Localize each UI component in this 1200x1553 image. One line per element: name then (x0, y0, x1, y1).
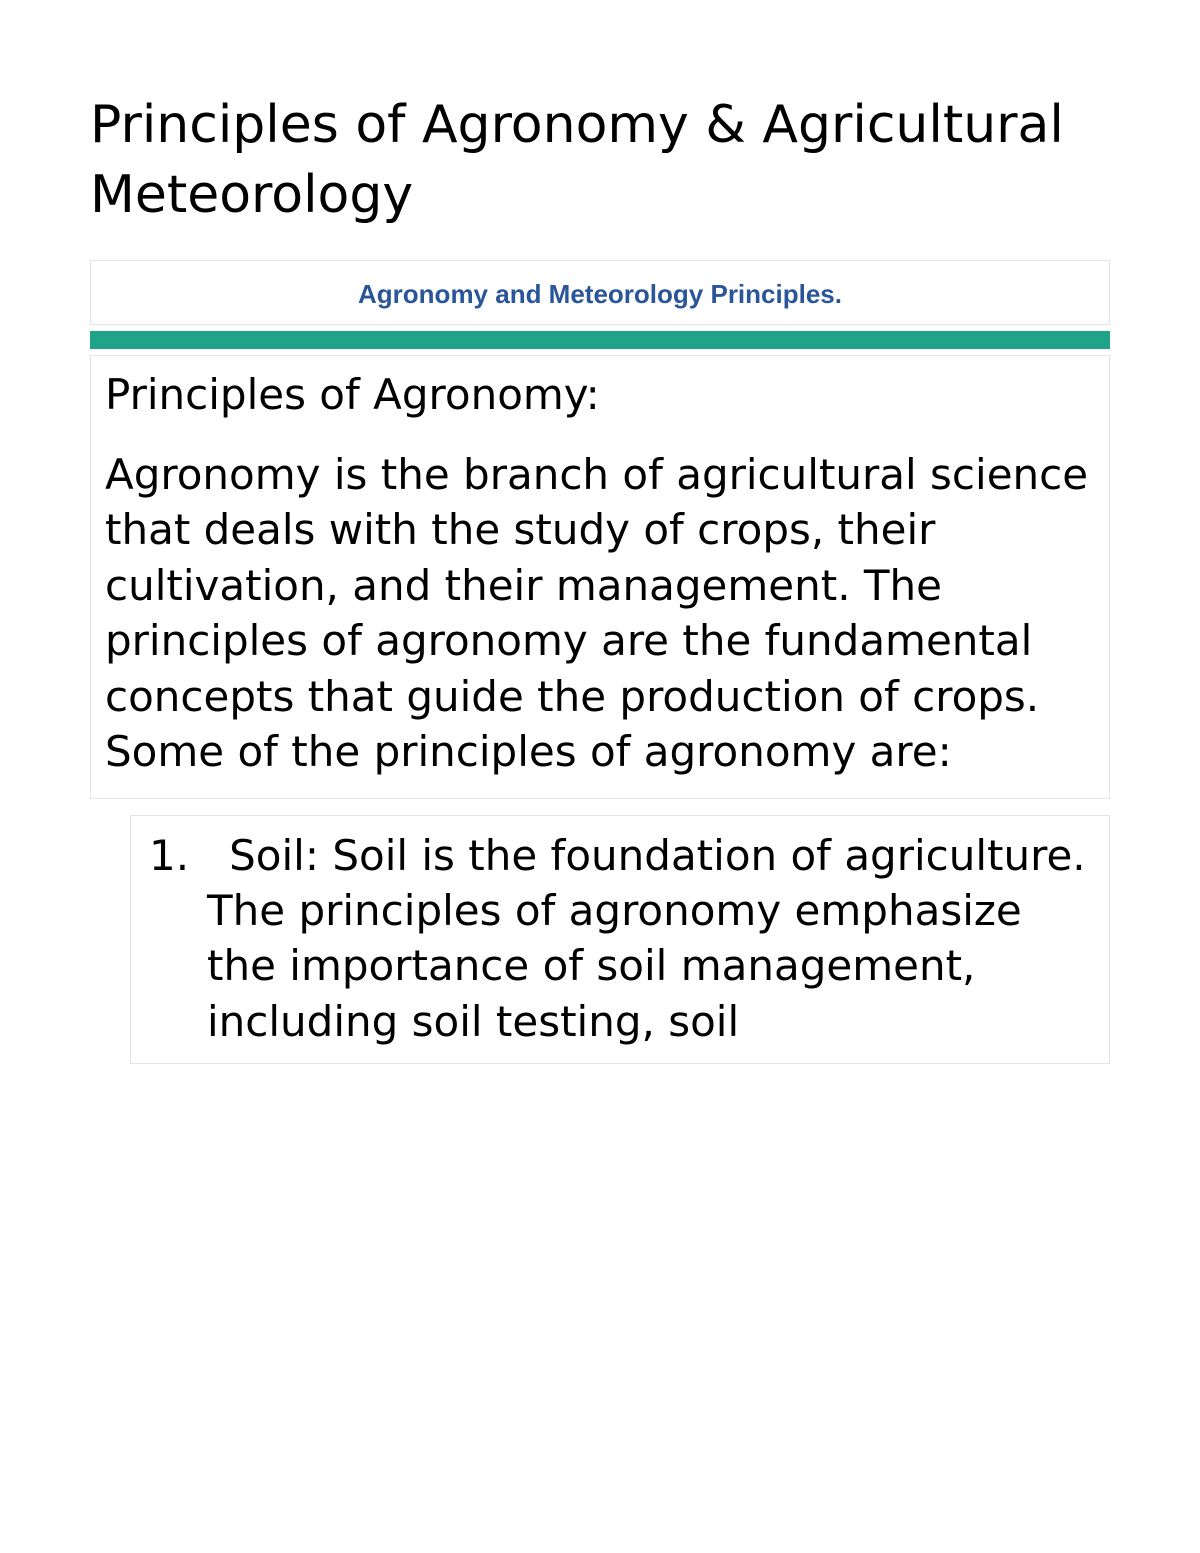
section-heading: Principles of Agronomy: (105, 368, 1095, 423)
list-container: 1. Soil: Soil is the foundation of agric… (130, 815, 1110, 1065)
list-number: 1. (149, 831, 189, 880)
page-title: Principles of Agronomy & Agricultural Me… (90, 90, 1110, 230)
subtitle-container: Agronomy and Meteorology Principles. (90, 260, 1110, 325)
list-item: 1. Soil: Soil is the foundation of agric… (169, 828, 1091, 1050)
divider-bar (90, 331, 1110, 349)
subtitle-text: Agronomy and Meteorology Principles. (101, 279, 1099, 310)
list-item-text: Soil: Soil is the foundation of agricult… (207, 831, 1086, 1046)
content-container: Principles of Agronomy: Agronomy is the … (90, 355, 1110, 798)
section-paragraph: Agronomy is the branch of agricultural s… (105, 447, 1095, 780)
